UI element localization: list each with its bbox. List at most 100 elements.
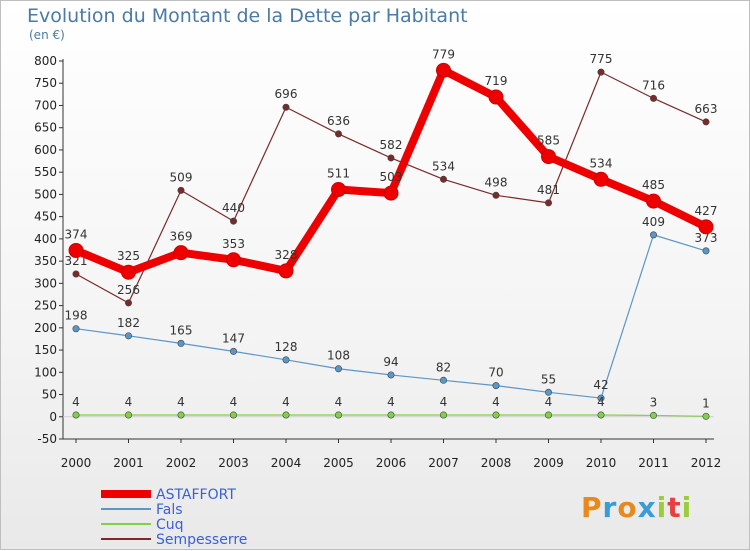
- data-point: [230, 347, 238, 355]
- data-label: 636: [327, 114, 350, 128]
- data-label: 321: [65, 254, 88, 268]
- y-tick-label: 200: [34, 321, 57, 335]
- data-label: 503: [380, 170, 403, 184]
- data-point: [492, 191, 500, 199]
- data-point: [492, 382, 500, 390]
- data-point: [439, 175, 447, 183]
- y-tick-label: 500: [34, 187, 57, 201]
- data-point: [282, 103, 290, 111]
- y-tick-label: 700: [34, 98, 57, 112]
- data-point: [436, 62, 451, 78]
- data-label: 4: [387, 395, 395, 409]
- data-point: [439, 411, 447, 419]
- data-label: 427: [695, 204, 718, 218]
- y-tick-label: 50: [42, 388, 57, 402]
- data-label: 42: [593, 378, 608, 392]
- data-label: 165: [170, 323, 193, 337]
- y-tick-label: 100: [34, 365, 57, 379]
- data-point: [544, 388, 552, 396]
- x-tick-label: 2004: [271, 456, 302, 470]
- data-label: 4: [545, 395, 553, 409]
- data-label: 369: [170, 230, 193, 244]
- data-point: [702, 247, 710, 255]
- data-label: 4: [177, 395, 185, 409]
- data-label: 663: [695, 102, 718, 116]
- data-label: 4: [72, 395, 80, 409]
- data-label: 779: [432, 47, 455, 61]
- y-tick-label: -50: [37, 432, 57, 446]
- data-point: [383, 185, 399, 201]
- x-tick-label: 2001: [113, 456, 144, 470]
- data-label: 4: [282, 395, 290, 409]
- data-label: 55: [541, 372, 556, 386]
- data-point: [177, 186, 185, 194]
- y-tick-label: 600: [34, 143, 57, 157]
- data-label: 3: [650, 395, 658, 409]
- data-label: 4: [492, 395, 500, 409]
- data-label: 4: [230, 395, 238, 409]
- data-point: [488, 89, 504, 105]
- y-tick-label: 300: [34, 276, 57, 290]
- data-point: [125, 299, 133, 307]
- x-tick-label: 2000: [61, 456, 92, 470]
- data-point: [121, 264, 136, 280]
- data-point: [544, 411, 552, 419]
- data-point: [646, 193, 661, 209]
- data-point: [125, 411, 133, 419]
- data-point: [387, 371, 395, 379]
- data-point: [226, 252, 241, 268]
- data-label: 256: [117, 283, 140, 297]
- data-point: [282, 411, 290, 419]
- y-tick-label: 400: [34, 232, 57, 246]
- data-point: [387, 154, 395, 162]
- data-label: 4: [125, 395, 133, 409]
- x-tick-label: 2006: [376, 456, 407, 470]
- data-label: 108: [327, 349, 350, 363]
- data-point: [173, 245, 189, 261]
- data-point: [230, 217, 238, 225]
- data-label: 582: [380, 138, 403, 152]
- data-label: 696: [275, 87, 298, 101]
- x-tick-label: 2012: [691, 456, 722, 470]
- data-point: [278, 263, 294, 279]
- data-point: [331, 182, 346, 198]
- data-label: 719: [485, 74, 508, 88]
- data-point: [597, 411, 605, 419]
- y-tick-label: 750: [34, 76, 57, 90]
- data-label: 328: [275, 248, 298, 262]
- data-point: [282, 356, 290, 364]
- data-point: [541, 149, 556, 165]
- y-tick-label: 350: [34, 254, 57, 268]
- data-point: [72, 325, 80, 333]
- data-label: 534: [590, 156, 613, 170]
- proxiti-logo: Proxiti: [581, 491, 693, 524]
- data-label: 82: [436, 360, 451, 374]
- data-label: 128: [275, 340, 298, 354]
- data-point: [72, 270, 80, 278]
- data-point: [334, 365, 342, 373]
- x-tick-label: 2002: [166, 456, 197, 470]
- data-point: [72, 411, 80, 419]
- data-label: 534: [432, 159, 455, 173]
- data-label: 353: [222, 237, 245, 251]
- legend-label: ASTAFFORT: [156, 487, 236, 503]
- data-label: 147: [222, 331, 245, 345]
- x-tick-label: 2011: [638, 456, 669, 470]
- data-label: 409: [642, 215, 665, 229]
- data-label: 440: [222, 201, 245, 215]
- y-tick-label: 450: [34, 210, 57, 224]
- x-tick-label: 2008: [481, 456, 512, 470]
- data-label: 325: [117, 249, 140, 263]
- data-point: [387, 411, 395, 419]
- legend-label: Cuq: [156, 517, 184, 533]
- data-point: [593, 171, 609, 187]
- data-label: 4: [597, 395, 605, 409]
- data-point: [597, 68, 605, 76]
- data-label: 4: [440, 395, 448, 409]
- data-label: 70: [488, 366, 503, 380]
- data-label: 373: [695, 231, 718, 245]
- y-tick-label: 650: [34, 121, 57, 135]
- data-point: [334, 130, 342, 138]
- data-point: [492, 411, 500, 419]
